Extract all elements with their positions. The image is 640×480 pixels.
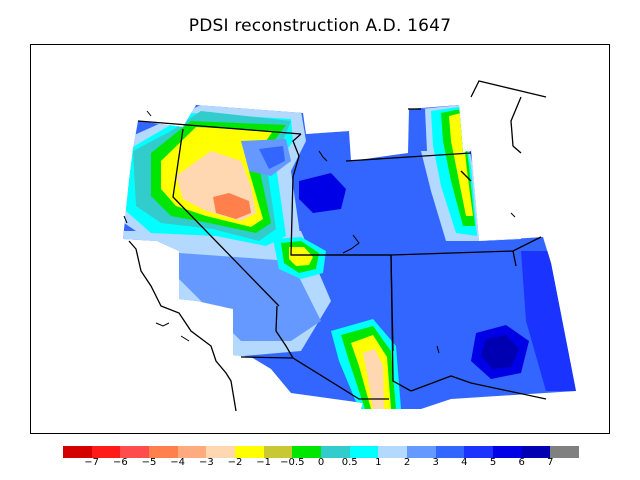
- colorbar-swatch: [321, 446, 350, 458]
- colorbar-tick-label: −1: [256, 457, 272, 468]
- colorbar: [63, 446, 580, 458]
- map-title: PDSI reconstruction A.D. 1647: [188, 16, 452, 36]
- colorbar-swatch: [349, 446, 379, 458]
- colorbar-tick-label: −3: [198, 457, 214, 468]
- colorbar-swatch: [263, 446, 293, 458]
- colorbar-swatch: [435, 446, 465, 458]
- colorbar-swatch: [235, 446, 264, 458]
- colorbar-labels: −7 −6 −5 −4 −3 −2 −1 −0.5 0 0.5 1 2 3 4 5 6 7: [0, 457, 640, 475]
- map-frame: [30, 44, 610, 434]
- colorbar-tick-label: 4: [461, 457, 468, 468]
- colorbar-swatch: [464, 446, 494, 458]
- colorbar-swatch: [378, 446, 408, 458]
- colorbar-swatch: [149, 446, 178, 458]
- coastline-islands: [123, 110, 516, 354]
- colorbar-tick-label: −4: [170, 457, 186, 468]
- colorbar-swatch: [521, 446, 551, 458]
- colorbar-tick-label: −7: [84, 457, 100, 468]
- colorbar-swatch: [206, 446, 236, 458]
- colorbar-swatch: [91, 446, 121, 458]
- colorbar-tick-label: 2: [403, 457, 411, 468]
- colorbar-swatch: [493, 446, 522, 458]
- colorbar-tick-label: 7: [547, 457, 554, 468]
- colorbar-swatch: [292, 446, 322, 458]
- colorbar-tick-label: 0: [317, 457, 325, 468]
- colorbar-tick-label: 0.5: [341, 457, 358, 468]
- pdsi-field: [123, 105, 576, 409]
- colorbar-swatch: [120, 446, 150, 458]
- colorbar-tick-label: 3: [432, 457, 439, 468]
- colorbar-tick-label: −6: [112, 457, 128, 468]
- colorbar-tick-label: −0.5: [280, 457, 305, 468]
- colorbar-tick-label: −5: [141, 457, 157, 468]
- colorbar-swatch: [63, 446, 92, 458]
- colorbar-tick-label: −2: [227, 457, 243, 468]
- state-boundaries: [128, 80, 547, 412]
- colorbar-tick-label: 5: [489, 457, 497, 468]
- colorbar-swatch: [407, 446, 436, 458]
- colorbar-swatch: [177, 446, 207, 458]
- colorbar-tick-label: 1: [375, 457, 382, 468]
- colorbar-swatch: [550, 446, 580, 458]
- colorbar-tick-label: 6: [518, 457, 525, 468]
